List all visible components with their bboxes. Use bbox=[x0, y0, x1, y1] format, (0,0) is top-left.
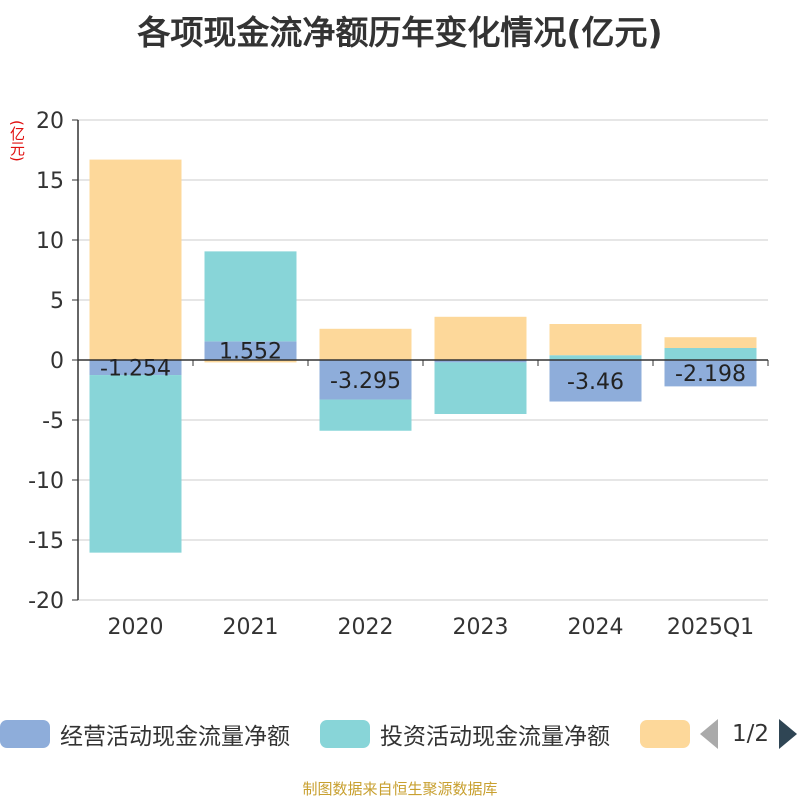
legend-item-investing[interactable]: 投资活动现金流量净额 bbox=[320, 714, 610, 754]
legend-label-operating: 经营活动现金流量净额 bbox=[60, 724, 290, 750]
bar-2024-series-1 bbox=[549, 355, 642, 360]
bar-2021-series-2 bbox=[204, 360, 297, 363]
legend-pager: 1/2 bbox=[700, 714, 798, 754]
y-tick-label: 20 bbox=[36, 109, 64, 134]
bar-2022-series-2 bbox=[319, 328, 412, 360]
pager-next-icon[interactable] bbox=[779, 719, 798, 749]
data-labels: -1.254 1.552 -3.295 -3.46 -2.198 bbox=[100, 340, 746, 395]
x-tick-label-2022: 2022 bbox=[338, 615, 394, 640]
bar-2024-series-0 bbox=[549, 360, 642, 402]
bars bbox=[89, 159, 757, 553]
legend-swatch-investing bbox=[320, 720, 370, 748]
grid-lines bbox=[78, 119, 768, 601]
bar-2021-series-1 bbox=[204, 251, 297, 342]
y-tick-label: -10 bbox=[28, 469, 64, 494]
y-tick-label: -20 bbox=[28, 589, 64, 614]
bar-2025Q1-series-1 bbox=[664, 348, 757, 360]
legend-page-indicator: 1/2 bbox=[732, 721, 770, 747]
y-tick-label: 0 bbox=[50, 349, 64, 374]
bar-2024-series-2 bbox=[549, 324, 642, 356]
bar-2023-series-2 bbox=[434, 316, 527, 360]
legend: 经营活动现金流量净额 投资活动现金流量净额 1/2 bbox=[0, 714, 800, 754]
bar-2022-series-1 bbox=[319, 399, 412, 431]
bar-2025Q1-series-2 bbox=[664, 337, 757, 348]
bar-2020-series-2 bbox=[89, 159, 182, 360]
bar-2020-series-0 bbox=[89, 360, 182, 376]
pager-prev-icon[interactable] bbox=[700, 719, 718, 749]
legend-swatch-financing bbox=[640, 720, 690, 748]
data-label-2022: -3.295 bbox=[330, 369, 401, 394]
x-tick-label-2021: 2021 bbox=[223, 615, 279, 640]
data-label-2024: -3.46 bbox=[567, 370, 624, 395]
x-tick-label-2020: 2020 bbox=[108, 615, 164, 640]
chart-title: 各项现金流净额历年变化情况(亿元) bbox=[137, 13, 663, 52]
legend-label-investing: 投资活动现金流量净额 bbox=[380, 724, 610, 750]
x-tick-label-2025Q1: 2025Q1 bbox=[667, 615, 754, 640]
x-tick-label-2023: 2023 bbox=[453, 615, 509, 640]
data-label-2025Q1: -2.198 bbox=[675, 362, 746, 387]
bar-2023-series-1 bbox=[434, 362, 527, 414]
bar-2021-series-0 bbox=[204, 341, 297, 360]
y-axis-unit-label: (亿元) bbox=[8, 120, 26, 162]
data-label-2020: -1.254 bbox=[100, 357, 171, 382]
bar-2023-series-0 bbox=[434, 360, 527, 363]
y-tick-label: -15 bbox=[28, 529, 64, 554]
y-tick-label: 10 bbox=[36, 229, 64, 254]
y-tick-label: 15 bbox=[36, 169, 64, 194]
bar-2020-series-1 bbox=[89, 375, 182, 553]
y-tick-label: -5 bbox=[42, 409, 64, 434]
legend-item-operating[interactable]: 经营活动现金流量净额 bbox=[0, 714, 290, 754]
bar-2022-series-0 bbox=[319, 360, 412, 400]
bar-2025Q1-series-0 bbox=[664, 360, 757, 387]
legend-item-financing[interactable] bbox=[640, 714, 700, 754]
legend-swatch-operating bbox=[0, 720, 50, 748]
data-label-2021: 1.552 bbox=[219, 340, 282, 365]
y-tick-label: 5 bbox=[50, 289, 64, 314]
x-tick-label-2024: 2024 bbox=[568, 615, 624, 640]
data-source-note: 制图数据来自恒生聚源数据库 bbox=[302, 780, 498, 798]
